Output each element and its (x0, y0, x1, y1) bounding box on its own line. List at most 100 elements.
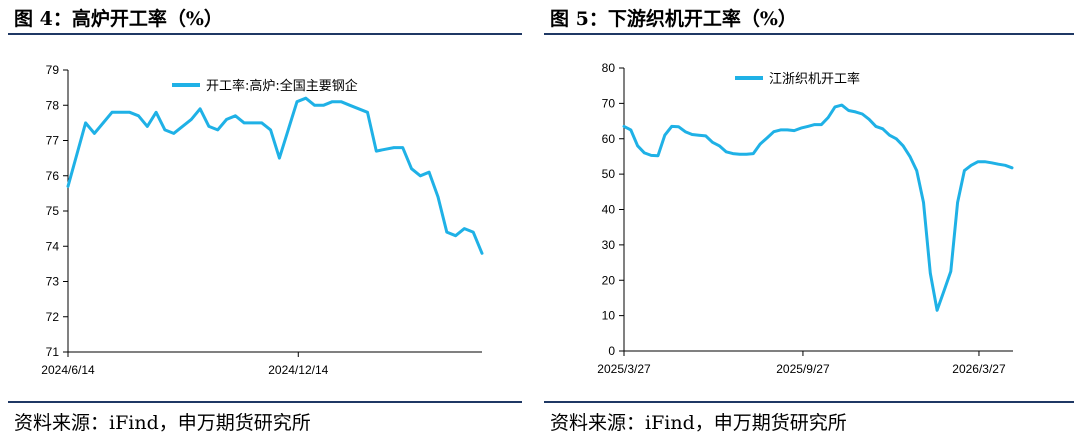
data-point (401, 146, 404, 149)
y-tick-label: 71 (46, 345, 60, 359)
y-tick-label: 73 (46, 275, 60, 289)
data-point (295, 100, 299, 103)
data-point (813, 123, 816, 126)
data-point (181, 125, 184, 128)
y-tick-label: 72 (46, 310, 60, 324)
data-point (799, 126, 803, 130)
data-point (128, 111, 131, 114)
data-point (207, 125, 211, 128)
data-point (1004, 164, 1007, 167)
series-line (66, 96, 484, 255)
data-point (758, 142, 762, 146)
data-point (786, 128, 789, 132)
data-point (922, 201, 925, 204)
x-tick-label: 2025/3/27 (597, 362, 651, 376)
source-note: 资料来源：iFind，申万期货研究所 (14, 412, 311, 434)
y-tick-label: 77 (46, 134, 60, 148)
data-point (445, 230, 448, 234)
data-point (251, 121, 255, 125)
data-point (304, 97, 308, 100)
data-point (704, 134, 707, 138)
data-point (198, 107, 202, 110)
data-point (636, 144, 639, 148)
data-point (718, 144, 721, 148)
data-point (949, 270, 952, 273)
data-point (102, 121, 105, 125)
data-point (929, 271, 932, 275)
y-tick-label: 70 (602, 96, 616, 110)
data-point (629, 128, 633, 132)
panel-loom: 图 5：下游织机开工率（%） 0 10 20 30 40 50 60 70 80 2025/3/2… (540, 0, 1080, 440)
data-point (820, 123, 823, 126)
data-point (366, 111, 369, 114)
data-point (322, 104, 325, 107)
data-point (234, 114, 237, 118)
data-point (765, 136, 769, 140)
data-point (172, 132, 175, 135)
source-note: 资料来源：iFind，申万期货研究所 (550, 412, 847, 434)
data-point (163, 128, 167, 132)
data-point (806, 125, 810, 128)
data-point (643, 151, 646, 155)
data-point (670, 125, 673, 128)
data-point (410, 167, 413, 170)
data-point (339, 100, 343, 103)
data-point (881, 127, 884, 131)
data-point (963, 169, 966, 172)
data-point (847, 109, 850, 112)
data-point (348, 104, 352, 107)
data-point (772, 130, 775, 133)
data-point (908, 155, 912, 158)
data-point (84, 121, 87, 125)
x-tick-label: 2025/9/27 (776, 362, 830, 376)
data-point (287, 128, 290, 132)
y-tick-label: 78 (46, 98, 60, 112)
source-rule (8, 401, 522, 403)
data-point (861, 112, 864, 116)
y-tick-label: 74 (46, 239, 60, 253)
data-point (93, 132, 96, 135)
data-point (697, 134, 701, 137)
data-point (935, 309, 939, 312)
y-tick-label: 79 (46, 63, 60, 77)
data-point (663, 134, 667, 137)
data-point (874, 125, 878, 128)
data-point (146, 125, 149, 128)
data-point (650, 154, 653, 157)
data-point (392, 146, 396, 149)
y-tick-label: 75 (46, 204, 60, 218)
legend-label: 江浙织机开工率 (769, 71, 860, 87)
data-point (827, 116, 830, 119)
data-point (357, 107, 360, 110)
data-point (242, 121, 246, 125)
data-point (779, 128, 782, 132)
data-point (738, 153, 741, 156)
data-point (731, 152, 735, 155)
title-rule (544, 33, 1074, 35)
data-point (313, 104, 316, 107)
data-point (724, 150, 728, 154)
x-tick-label: 2024/12/14 (268, 363, 328, 377)
data-point (331, 100, 334, 103)
data-point (471, 230, 475, 234)
blast-furnace-chart: 71 72 73 74 75 76 77 78 79 2024/6/14 2024/12/14 开工率… (41, 63, 484, 377)
data-point (278, 156, 281, 160)
data-point (260, 121, 263, 125)
data-point (976, 160, 980, 163)
data-point (427, 171, 431, 174)
data-point (137, 114, 140, 118)
data-point (915, 169, 918, 172)
data-point (66, 185, 70, 188)
data-point (690, 133, 694, 136)
figure-title: 图 5：下游织机开工率（%） (550, 8, 797, 30)
panel-blast-furnace: 图 4：高炉开工率（%） 71 72 73 74 75 76 77 78 79 2024/6/14… (8, 8, 522, 434)
data-point (190, 118, 193, 121)
data-point (969, 164, 973, 167)
data-point (867, 118, 871, 121)
x-tick-label: 2026/3/27 (952, 362, 1006, 376)
y-tick-label: 10 (602, 309, 616, 323)
data-point (622, 125, 626, 128)
data-point (792, 129, 796, 132)
figure-title: 图 4：高炉开工率（%） (14, 8, 223, 30)
data-point (711, 141, 714, 144)
